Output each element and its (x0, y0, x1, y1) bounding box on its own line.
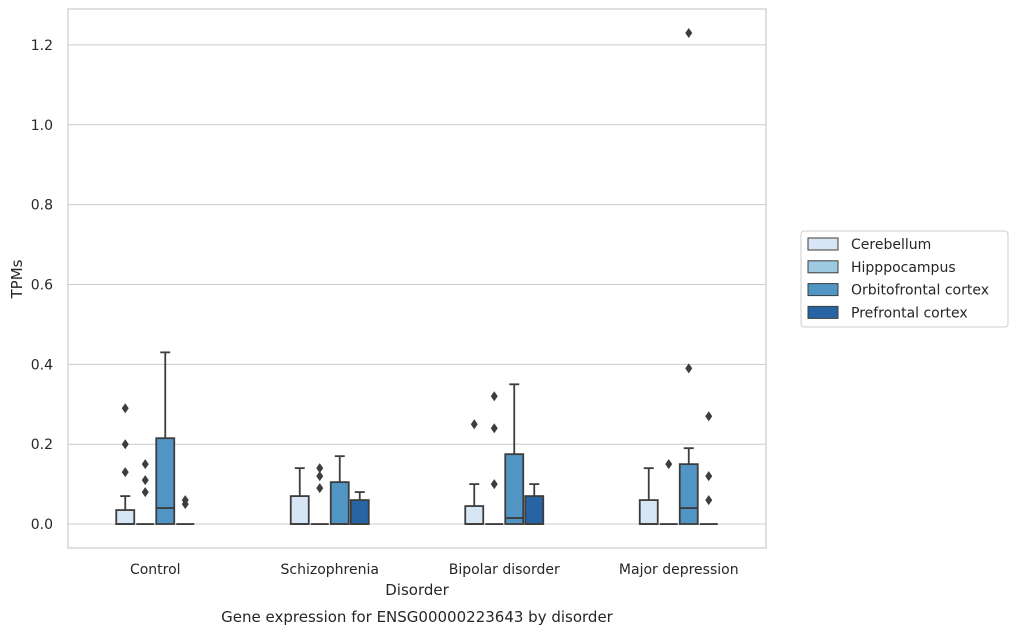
x-tick-labels: Control Schizophrenia Bipolar disorder Majo… (130, 562, 739, 578)
box-group (464, 419, 485, 525)
y-tick-label: 0.8 (31, 198, 53, 214)
legend-label: Prefrontal cortex (851, 305, 968, 321)
outlier-point (141, 475, 149, 486)
outlier-point (316, 471, 324, 482)
legend-swatch (807, 237, 839, 251)
x-tick-label: Bipolar disorder (449, 562, 560, 578)
box-plot-marks (115, 27, 718, 525)
box (678, 463, 699, 525)
box (155, 437, 176, 525)
y-tick-label: 0.0 (31, 517, 53, 533)
outlier-point (665, 459, 673, 470)
outlier-point (685, 27, 693, 38)
legend-swatch (807, 305, 839, 319)
outlier-point (490, 423, 498, 434)
outlier-point (121, 403, 129, 414)
outlier-point (490, 479, 498, 490)
outlier-point (705, 411, 713, 422)
x-tick-label: Control (130, 562, 181, 578)
box-group (678, 27, 699, 525)
outlier-point (141, 459, 149, 470)
box-group (176, 495, 195, 525)
box-group (329, 455, 350, 525)
outlier-point (685, 363, 693, 374)
legend-label: Cerebellum (851, 237, 931, 253)
chart-caption: Gene expression for ENSG00000223643 by d… (221, 608, 614, 626)
y-tick-label: 0.4 (31, 357, 53, 373)
outlier-point (121, 467, 129, 478)
legend-frame (800, 230, 1009, 328)
box (504, 453, 525, 525)
box-group (155, 351, 176, 525)
plot-frame (67, 8, 767, 549)
outlier-point (470, 419, 478, 430)
outlier-point (316, 483, 324, 494)
box-group (504, 383, 525, 525)
outlier-point (316, 463, 324, 474)
legend-swatch (807, 283, 839, 297)
legend-label: Orbitofrontal cortex (851, 283, 989, 299)
box-group (638, 467, 659, 525)
x-axis-label: Disorder (385, 581, 449, 599)
box-group (115, 403, 136, 525)
y-tick-labels: 0.0 0.2 0.4 0.6 0.8 1.0 1.2 (31, 38, 53, 533)
box-group (136, 459, 155, 525)
box (115, 509, 136, 525)
legend: Cerebellum Hipppocampus Orbitofrontal cort… (800, 230, 1009, 328)
grid-lines (68, 44, 766, 525)
y-tick-label: 1.2 (31, 38, 53, 54)
outlier-point (121, 439, 129, 450)
box (464, 505, 485, 525)
y-tick-label: 0.6 (31, 277, 53, 293)
box (638, 499, 659, 525)
x-tick-label: Schizophrenia (281, 562, 379, 578)
outlier-point (141, 487, 149, 498)
outlier-point (705, 471, 713, 482)
legend-swatch (807, 260, 839, 274)
box-group (289, 467, 310, 525)
legend-label: Hipppocampus (851, 260, 956, 276)
box (349, 499, 370, 525)
y-axis-label: TPMs (8, 259, 26, 299)
box-group (349, 491, 370, 525)
box-group (310, 463, 329, 525)
box-group (699, 411, 718, 525)
box-group (485, 391, 504, 525)
outlier-point (490, 391, 498, 402)
box (329, 481, 350, 525)
box (289, 495, 310, 525)
outlier-point (181, 495, 189, 506)
x-tick-label: Major depression (619, 562, 739, 578)
y-tick-label: 1.0 (31, 118, 53, 134)
box-group (659, 459, 678, 525)
box (524, 495, 545, 525)
outlier-point (705, 495, 713, 506)
box-group (524, 483, 545, 525)
y-tick-label: 0.2 (31, 437, 53, 453)
